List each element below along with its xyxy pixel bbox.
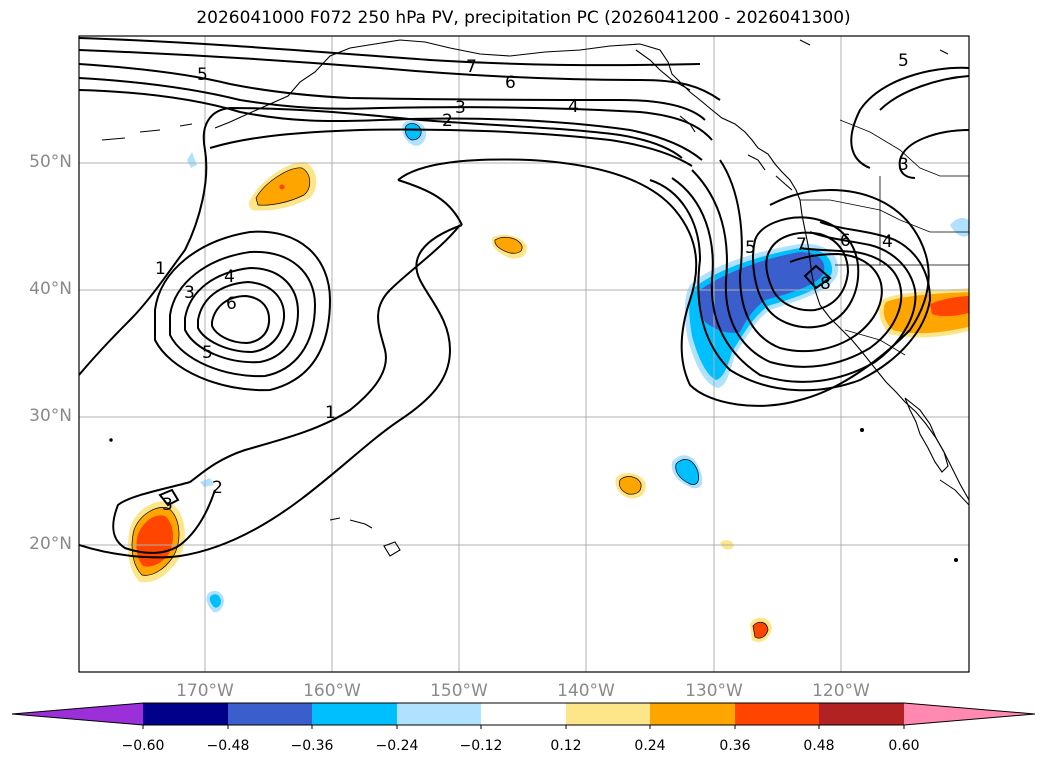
map-background [79, 36, 969, 672]
pv-contours [79, 37, 969, 559]
map-frame [78, 35, 970, 673]
contour-label: 4 [882, 232, 893, 252]
pv-contour-cutoff-1 [154, 230, 332, 392]
contour-label: 6 [226, 294, 237, 314]
lon-label-150w: 150°W [430, 681, 488, 701]
colorbar-tick-label: 0.12 [550, 738, 582, 754]
contour-label: 5 [202, 343, 213, 363]
colorbar-tick-label: −0.60 [121, 738, 165, 754]
lon-label-160w: 160°W [303, 681, 361, 701]
colorbar-tick-label: −0.12 [459, 738, 503, 754]
colorbar-segment [566, 703, 650, 725]
neg-anomaly-nw [187, 152, 197, 168]
contour-label: 5 [197, 65, 208, 85]
colorbar-extend-low [12, 703, 143, 725]
graticule [79, 36, 969, 672]
colorbar-segment [650, 703, 735, 725]
colorbar-extend-high [904, 703, 1035, 725]
colorbar-tick-label: 0.24 [634, 738, 666, 754]
pv-contour-1-south [112, 224, 461, 554]
contour-label: 1 [155, 259, 166, 279]
colorbar-segment [819, 703, 904, 725]
lat-label-40n: 40°N [29, 279, 72, 299]
pv-contour-east-5 [719, 159, 883, 353]
colorbar-tick-label: 0.36 [719, 738, 751, 754]
contour-label: 6 [840, 231, 851, 251]
colorbar-tick-label: −0.48 [206, 738, 250, 754]
contour-label: 6 [505, 73, 516, 93]
pv-contour-cutoff-3 [184, 266, 300, 364]
colorbar-segment [397, 703, 481, 725]
colorbar-segment [481, 703, 566, 725]
pv-contour-east-2 [649, 179, 932, 392]
colorbar-segment [735, 703, 819, 725]
contour-label: 1 [325, 403, 336, 423]
contour-label: 3 [455, 98, 466, 118]
pv-contour-ne-5b [879, 75, 969, 111]
pv-contour-trough-lower [79, 224, 463, 559]
pv-contour-cutoff-2 [169, 250, 317, 378]
pv-contour-ne-3 [898, 129, 969, 179]
precip-outlines [131, 123, 769, 639]
contour-label: 2 [442, 111, 453, 131]
colorbar-tick-label: −0.24 [375, 738, 419, 754]
lon-label-120w: 120°W [812, 681, 870, 701]
contour-label: 3 [184, 283, 195, 303]
colorbar-tick-label: 0.48 [803, 738, 835, 754]
pv-contour-4-north [79, 77, 713, 141]
pv-contour-cutoff-4 [197, 280, 286, 354]
colorbar-tick-label: −0.36 [290, 738, 334, 754]
pv-contour-east-4 [691, 169, 903, 368]
pv-contour-trough-north [397, 179, 463, 226]
contour-label: 7 [796, 235, 807, 255]
contour-label: 2 [212, 478, 223, 498]
pv-contour-east-8 [803, 264, 832, 290]
pv-contour-ne-5 [850, 66, 969, 169]
colorbar [11, 702, 1036, 729]
contour-label: 5 [898, 51, 909, 71]
contour-label: 4 [568, 97, 579, 117]
lat-label-50n: 50°N [29, 152, 72, 172]
precip-positive-anomalies [128, 161, 969, 642]
colorbar-segment [143, 703, 228, 725]
pv-contour-6 [79, 49, 721, 101]
lon-label-140w: 140°W [557, 681, 615, 701]
contour-labels: 7 6 5 4 3 2 1 3 4 6 5 1 2 3 5 7 6 4 8 5 … [155, 51, 909, 515]
precip-negative-anomalies [187, 120, 969, 613]
pv-contour-2-north [209, 128, 693, 167]
lat-label-20n: 20°N [29, 534, 72, 554]
contour-label: 7 [466, 57, 477, 77]
lat-label-30n: 30°N [29, 406, 72, 426]
map-title: 2026041000 F072 250 hPa PV, precipitatio… [196, 8, 851, 28]
pv-contour-3-north [79, 89, 703, 161]
pv-contour-cutoff-5 [211, 294, 271, 345]
contour-label: 3 [162, 495, 173, 515]
pv-contour-1-main [79, 106, 683, 376]
pv-contour-7 [79, 37, 701, 67]
pv-contour-east-3 [671, 177, 917, 383]
contour-label: 4 [224, 267, 235, 287]
lon-label-130w: 130°W [685, 681, 743, 701]
pv-contour-sw-3 [158, 488, 180, 507]
contour-label: 5 [745, 238, 756, 258]
lon-label-170w: 170°W [176, 681, 234, 701]
contour-label: 3 [898, 155, 909, 175]
pv-contour-1-inner [397, 158, 930, 407]
colorbar-segment [228, 703, 312, 725]
pv-contour-5-north [79, 63, 706, 121]
colorbar-tick-label: 0.60 [888, 738, 920, 754]
pv-contour-east-6 [752, 216, 860, 329]
colorbar-segment [312, 703, 397, 725]
contour-label: 8 [820, 274, 831, 294]
pv-contour-east-7 [765, 231, 850, 312]
